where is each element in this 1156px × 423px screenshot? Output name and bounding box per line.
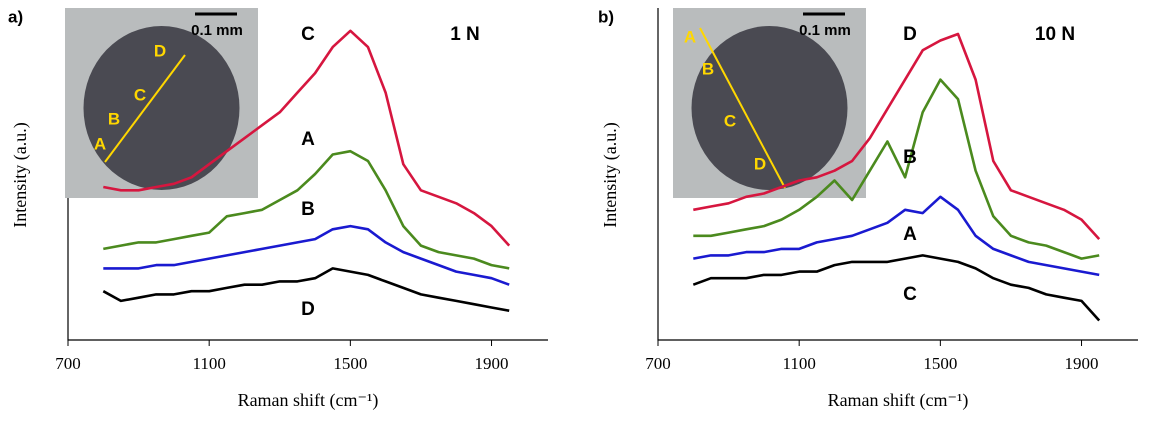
inset-point-label: B: [108, 109, 120, 128]
y-axis-label: Intensity (a.u.): [600, 122, 621, 227]
curve-label: B: [301, 199, 315, 220]
inset-point-label: C: [724, 111, 736, 130]
x-tick-label: 1900: [475, 354, 509, 373]
inset-scale-label: 0.1 mm: [191, 22, 243, 39]
x-tick-label: 1100: [192, 354, 225, 373]
curve-label: A: [301, 129, 315, 150]
x-axis-label: Raman shift (cm⁻¹): [828, 390, 969, 411]
spectrum-line: [103, 224, 510, 286]
annotation: 10 N: [1035, 24, 1075, 45]
annotation: 1 N: [450, 24, 480, 45]
x-tick-label: 1500: [333, 354, 367, 373]
inset-point-label: D: [754, 154, 766, 173]
panel-label: b): [598, 7, 614, 26]
curve-label: A: [903, 224, 917, 245]
inset-point-label: C: [134, 85, 146, 104]
x-tick-label: 1500: [923, 354, 957, 373]
spectrum-line: [103, 149, 510, 270]
y-axis-label: Intensity (a.u.): [10, 122, 31, 227]
spectrum-line: [102, 267, 510, 312]
curve-label: C: [903, 284, 917, 305]
curve-label: B: [903, 147, 917, 168]
inset-point-label: A: [94, 134, 106, 153]
panel-label: a): [8, 7, 23, 26]
x-tick-label: 1900: [1065, 354, 1099, 373]
inset-point-label: A: [684, 27, 696, 46]
x-tick-label: 1100: [782, 354, 815, 373]
x-tick-label: 700: [55, 354, 81, 373]
inset-line: [104, 54, 186, 163]
inset-point-label: D: [154, 41, 166, 60]
inset-point-label: B: [702, 59, 714, 78]
inset-line: [699, 27, 786, 189]
inset-scar: [691, 26, 848, 190]
curve-label: D: [301, 299, 315, 320]
x-axis-label: Raman shift (cm⁻¹): [238, 390, 379, 411]
spectrum-line: [692, 254, 1101, 322]
x-tick-label: 700: [645, 354, 671, 373]
inset-scar: [83, 26, 240, 190]
curve-label: D: [903, 24, 917, 45]
spectrum-line: [693, 195, 1100, 277]
spectrum-line: [103, 29, 511, 247]
inset-scale-label: 0.1 mm: [799, 22, 851, 39]
spectrum-line: [693, 78, 1100, 260]
curve-label: C: [301, 24, 315, 45]
spectrum-line: [693, 32, 1101, 240]
